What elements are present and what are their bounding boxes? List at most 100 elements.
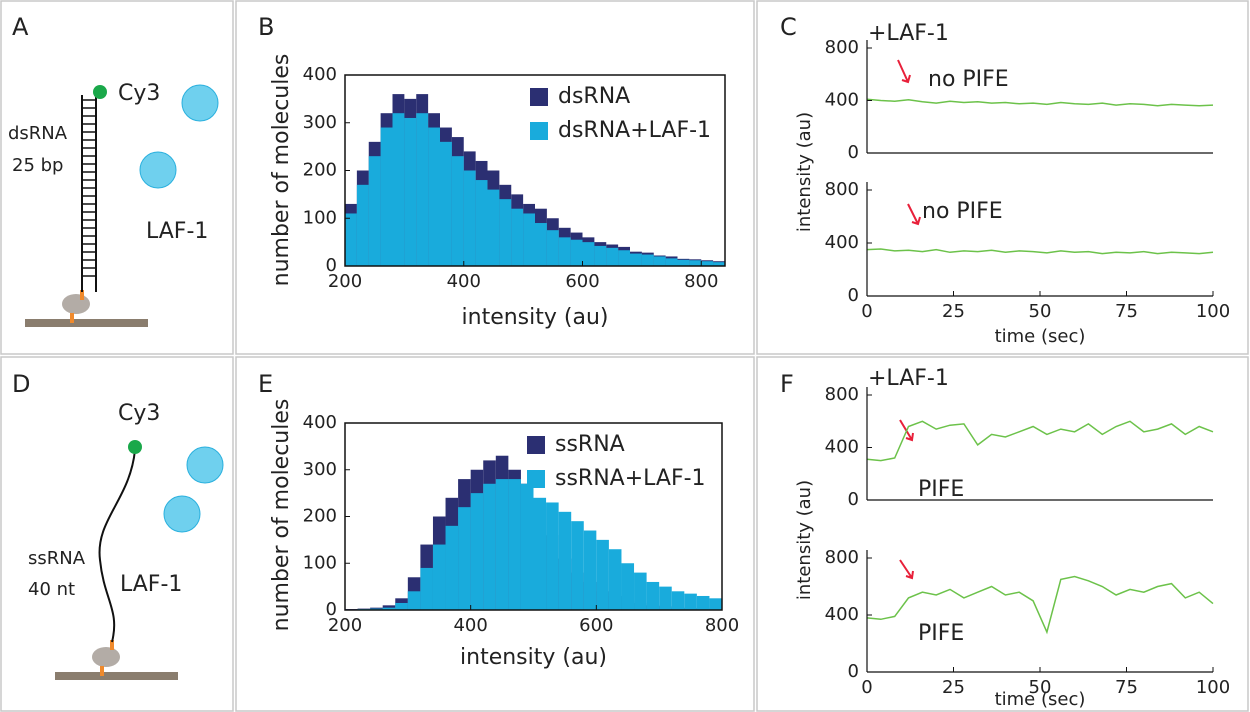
chart: C +LAF-1 no PIFE 0 400 800 — [780, 13, 1214, 163]
bar — [571, 521, 584, 610]
y-axis-label: intensity (au) — [794, 480, 815, 600]
label: 25 bp — [12, 155, 63, 176]
bar — [696, 595, 710, 610]
arrow — [897, 59, 911, 84]
biotin — [110, 640, 114, 650]
y-tick-label: 200 — [303, 506, 337, 527]
panel-frame — [235, 0, 755, 355]
bar — [392, 113, 405, 266]
y-tick-label: 800 — [825, 547, 859, 568]
y-tick-label: 800 — [825, 37, 859, 58]
panel-frame — [0, 0, 234, 355]
bar — [440, 141, 452, 266]
y-axis-label: number of molecules — [269, 54, 294, 287]
y-tick-label: 0 — [848, 661, 859, 682]
panel-letter: C — [780, 13, 797, 41]
y-tick-label: 400 — [303, 64, 337, 85]
y-tick-label: 400 — [825, 437, 859, 458]
x-tick-label: 50 — [1029, 677, 1052, 698]
bar — [677, 259, 690, 266]
bar — [709, 598, 722, 610]
bar — [368, 156, 381, 266]
label: LAF-1 — [120, 572, 182, 597]
x-tick-label: 200 — [328, 615, 362, 636]
bar — [432, 544, 446, 610]
bar — [621, 563, 635, 610]
bar — [608, 549, 622, 610]
bar — [395, 602, 408, 610]
x-tick-label: 800 — [684, 271, 718, 292]
laf1-protein — [139, 151, 177, 189]
label: LAF-1 — [146, 219, 208, 244]
x-tick-label: 100 — [1196, 301, 1230, 322]
bar — [618, 250, 630, 266]
bar — [558, 237, 571, 266]
panel-letter: E — [258, 370, 273, 398]
bar — [407, 591, 421, 610]
diagram-a: A Cy3 dsRNA 25 bp LAF-1 — [8, 13, 219, 327]
chart: F +LAF-1 PIFE 0 400 800 — [780, 366, 1214, 510]
bar — [653, 256, 666, 266]
legend-label: ssRNA+LAF-1 — [555, 466, 706, 491]
bar — [641, 254, 654, 266]
bar — [483, 483, 496, 610]
biotin — [80, 290, 84, 300]
panel-frame — [756, 0, 1249, 355]
x-axis-label: intensity (au) — [462, 305, 609, 330]
label: dsRNA — [8, 123, 68, 144]
bar — [451, 156, 464, 266]
laf1-protein — [186, 446, 224, 484]
rungs — [82, 99, 96, 277]
bar — [546, 230, 559, 266]
panel-letter: F — [780, 370, 794, 398]
bar — [558, 511, 572, 610]
legend-swatch — [527, 470, 545, 488]
y-tick-label: 100 — [303, 552, 337, 573]
x-tick-label: 800 — [705, 615, 739, 636]
y-tick-label: 800 — [825, 179, 859, 200]
bar — [535, 223, 547, 266]
label: Cy3 — [118, 81, 160, 106]
x-tick-label: 25 — [942, 301, 965, 322]
x-tick-label: 0 — [861, 677, 872, 698]
bar — [523, 213, 535, 266]
chart: PIFE 0 400 800 0 25 50 75 100 time (sec) intensity… — [794, 480, 1230, 710]
bar — [533, 497, 547, 610]
y-tick-label: 0 — [848, 489, 859, 510]
annotation: PIFE — [918, 621, 964, 646]
diagram-d: D Cy3 ssRNA 40 nt LAF-1 — [12, 370, 224, 680]
bar — [458, 507, 471, 610]
x-tick-label: 400 — [447, 271, 481, 292]
panel-frame — [756, 356, 1249, 712]
y-tick-label: 0 — [326, 599, 337, 620]
bar — [665, 258, 678, 266]
x-tick-label: 25 — [942, 677, 965, 698]
panel-letter: D — [12, 370, 30, 398]
x-tick-label: 100 — [1196, 677, 1230, 698]
label: 40 nt — [28, 579, 75, 600]
annotation: no PIFE — [922, 199, 1003, 224]
bar — [520, 483, 534, 610]
x-tick-label: 200 — [328, 271, 362, 292]
trace — [866, 248, 1214, 255]
bar — [596, 539, 609, 610]
bar — [630, 253, 642, 266]
y-tick-label: 0 — [848, 285, 859, 306]
bar — [671, 591, 685, 610]
legend-label: dsRNA+LAF-1 — [558, 118, 711, 143]
chart: no PIFE 0 400 800 0 25 50 75 100 time (sec) intens… — [794, 112, 1230, 347]
label: ssRNA — [28, 548, 86, 569]
legend-label: ssRNA — [555, 432, 625, 457]
x-tick-label: 75 — [1115, 677, 1138, 698]
bar — [684, 593, 697, 610]
y-tick-label: 400 — [825, 90, 859, 111]
legend-swatch — [530, 122, 548, 140]
x-axis-label: time (sec) — [995, 326, 1086, 347]
y-tick-label: 0 — [326, 255, 337, 276]
arrow — [899, 419, 914, 442]
legend-swatch — [530, 88, 548, 106]
y-axis-label: intensity (au) — [794, 112, 815, 232]
